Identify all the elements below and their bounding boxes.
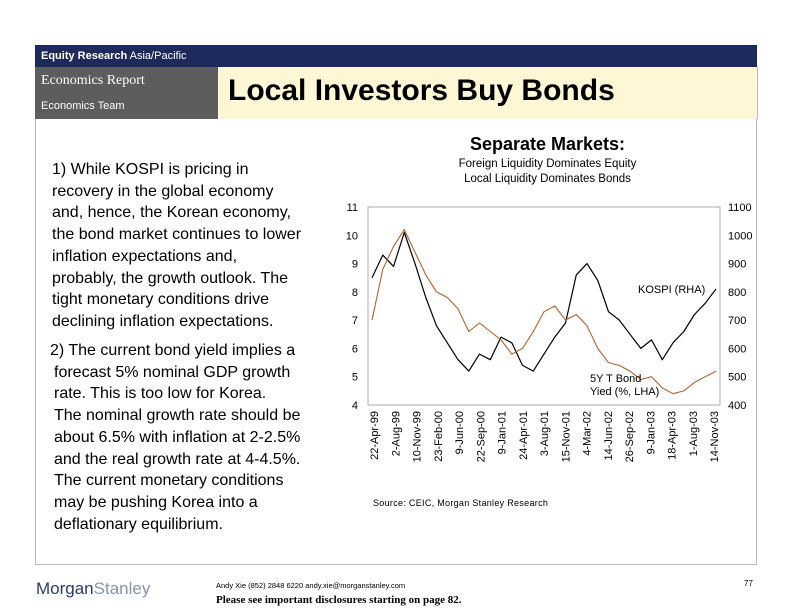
chart-source: Source: CEIC, Morgan Stanley Research <box>373 498 549 508</box>
series-line-kospi <box>371 231 717 372</box>
x-axis-tick-label: 2-Aug-99 <box>390 411 402 456</box>
x-axis-tick-label: 4-Mar-02 <box>582 411 594 456</box>
plot-frame <box>367 206 721 406</box>
left-axis-tick-label: 5 <box>352 372 358 384</box>
top-bar: Equity Research Asia/Pacific <box>35 45 757 67</box>
report-type: Economics Report <box>41 73 145 88</box>
right-axis-tick-label: 900 <box>728 259 746 271</box>
right-axis-tick-label: 400 <box>728 400 746 412</box>
x-axis-tick-label: 24-Apr-01 <box>518 411 530 460</box>
left-axis-tick-label: 9 <box>352 259 358 271</box>
chart-subtitle: Foreign Liquidity Dominates Equity Local… <box>400 157 695 187</box>
x-axis-tick-label: 1-Aug-03 <box>688 411 700 456</box>
paragraph-1: 1) While KOSPI is pricing in recovery in… <box>52 159 342 333</box>
x-axis-tick-label: 14-Jun-02 <box>603 411 615 461</box>
paragraph-line: 2) The current bond yield implies a <box>50 342 296 359</box>
x-axis-tick-label: 10-Nov-99 <box>412 411 424 462</box>
logo-text-stanley: Stanley <box>93 579 151 598</box>
paragraph-line: and, hence, the Korean economy, <box>52 204 291 222</box>
left-axis-tick-label: 10 <box>346 230 358 242</box>
chart-title: Separate Markets: <box>469 134 626 154</box>
paragraph-2: 2) The current bond yield implies a fore… <box>50 340 345 535</box>
paragraph-line: about 6.5% with inflation at 2-2.5% <box>54 428 301 446</box>
content-frame <box>35 119 757 565</box>
x-axis-tick-label: 18-Apr-03 <box>667 411 679 460</box>
x-axis-tick-label: 15-Nov-01 <box>560 411 572 462</box>
x-axis-tick-label: 9-Jan-01 <box>497 411 509 454</box>
paragraph-line: 1) While KOSPI is pricing in <box>52 161 249 178</box>
right-axis-tick-label: 1000 <box>728 230 752 242</box>
paragraph-line: declining inflation expectations. <box>52 312 274 330</box>
right-axis-tick-label: 700 <box>728 315 746 327</box>
series-label-bond-yield: 5Y T Bond <box>590 373 641 385</box>
x-axis-tick-label: 3-Aug-01 <box>539 411 551 456</box>
paragraph-line: deflationary equilibrium. <box>54 515 223 533</box>
page-number: 77 <box>744 579 753 588</box>
paragraph-line: forecast 5% nominal GDP growth <box>54 363 291 381</box>
morgan-stanley-logo: MorganStanley <box>36 579 150 599</box>
disclosure-notice: Please see important disclosures startin… <box>216 594 462 606</box>
series-line-bond-yield <box>371 229 717 395</box>
x-axis-tick-label: 23-Feb-00 <box>433 411 445 462</box>
paragraph-line: The current monetary conditions <box>54 472 284 490</box>
paragraph-line: recovery in the global economy <box>52 182 274 200</box>
x-axis-tick-label: 22-Apr-99 <box>369 411 381 460</box>
left-axis-tick-label: 4 <box>352 400 358 412</box>
paragraph-line: probably, the growth outlook. The <box>52 269 288 287</box>
paragraph-line: rate. This is too low for Korea. <box>54 385 267 403</box>
paragraph-line: may be pushing Korea into a <box>54 493 258 511</box>
right-axis-tick-label: 500 <box>728 372 746 384</box>
region-label: Asia/Pacific <box>129 50 187 62</box>
x-axis-tick-label: 26-Sep-02 <box>624 411 636 462</box>
paragraph-line: The nominal growth rate should be <box>54 407 301 425</box>
left-axis-tick-label: 7 <box>352 315 358 327</box>
paragraph-line: inflation expectations and, <box>52 247 238 265</box>
page-title: Local Investors Buy Bonds <box>228 74 615 107</box>
contact-info: Andy Xie (852) 2848 6220 andy.xie@morgan… <box>216 581 406 590</box>
paragraph-line: the bond market continues to lower <box>52 226 302 244</box>
left-axis-tick-label: 6 <box>352 343 358 355</box>
paragraph-line: and the real growth rate at 4-4.5%. <box>54 450 301 468</box>
logo-text-morgan: Morgan <box>36 579 94 598</box>
chart-subtitle-line: Foreign Liquidity Dominates Equity <box>458 158 637 170</box>
x-axis-tick-label: 9-Jun-00 <box>454 411 466 454</box>
x-axis-tick-label: 9-Jan-03 <box>645 411 657 454</box>
chart-subtitle-line: Local Liquidity Dominates Bonds <box>464 173 631 185</box>
right-axis-tick-label: 1100 <box>728 202 752 214</box>
series-label-bond-yield: Yied (%, LHA) <box>590 386 659 398</box>
left-axis-tick-label: 8 <box>352 287 358 299</box>
right-axis-tick-label: 800 <box>728 287 746 299</box>
x-axis-tick-label: 14-Nov-03 <box>709 411 721 462</box>
right-axis-tick-label: 600 <box>728 343 746 355</box>
series-label-kospi: KOSPI (RHA) <box>638 284 705 296</box>
title-band: Local Investors Buy Bonds <box>218 67 758 119</box>
left-axis-tick-label: 11 <box>347 202 358 214</box>
report-band: Economics Report Economics Team <box>35 67 218 119</box>
team-label: Economics Team <box>41 100 125 112</box>
paragraph-line: tight monetary conditions drive <box>52 291 269 309</box>
x-axis-tick-label: 22-Sep-00 <box>475 411 487 462</box>
kospi-bond-yield-chart: 4 5 6 7 8 9 10 11 400 500 600 700 800 900 1000 1100 22-A… <box>346 202 753 462</box>
division-label: Equity Research <box>41 50 128 62</box>
